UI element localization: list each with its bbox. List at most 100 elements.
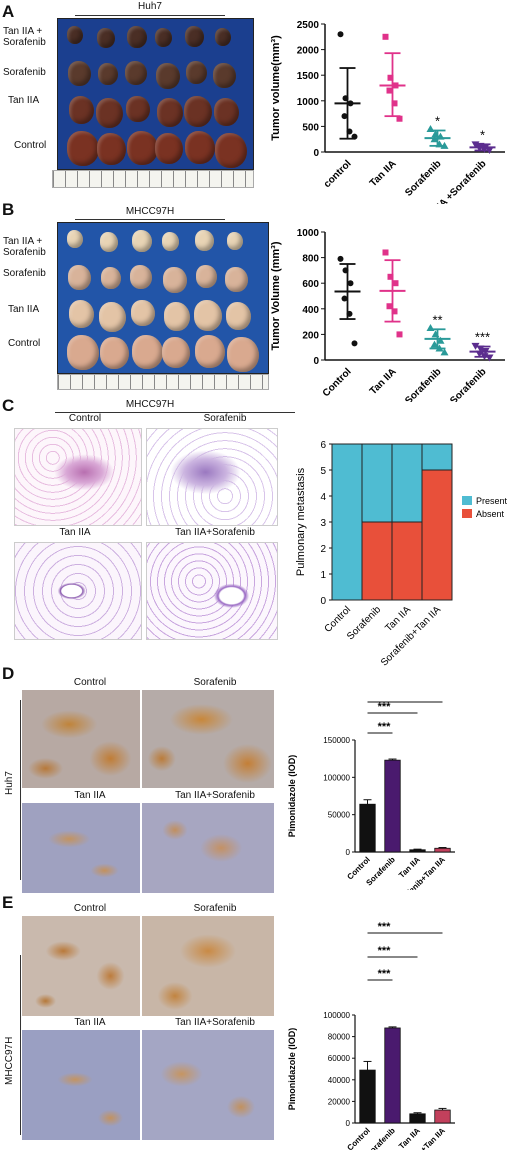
- caption-combo: Tan IIA+Sorafenib: [175, 1017, 255, 1028]
- x-tick-label: Sorafenib: [403, 158, 443, 198]
- legend-swatch: [462, 496, 472, 505]
- x-tick-label: control: [322, 158, 354, 190]
- chart-tumor-volume-huh7: 0 500 1000 1500 2000 2500 Tumor volume(mm³) con…: [270, 20, 505, 204]
- bar-segment-present: [361, 443, 393, 523]
- x-tick-label: Control: [345, 1126, 371, 1150]
- y-tick-label: 0: [313, 356, 319, 367]
- bar: [409, 849, 426, 853]
- y-tick-label: 50000: [328, 811, 351, 820]
- panel-label-b: B: [2, 200, 15, 219]
- data-point: [387, 74, 394, 81]
- side-label-mhcc97h: MHCC97H: [4, 1036, 15, 1085]
- ihc-image-taniia: [22, 803, 140, 893]
- bar-segment-present: [421, 443, 453, 471]
- y-tick-label: 100000: [323, 773, 350, 782]
- side-label-huh7: Huh7: [4, 771, 15, 795]
- tumor-specimen: [162, 337, 190, 368]
- data-point: [436, 132, 445, 140]
- ihc-image-sorafenib: [142, 690, 274, 788]
- tumor-specimen: [154, 133, 183, 164]
- data-point: [471, 342, 480, 350]
- bar: [384, 759, 401, 853]
- panel-label-e: E: [2, 893, 14, 912]
- tumor-specimen: [97, 28, 116, 48]
- tumor-specimen: [67, 131, 99, 167]
- significance-marker: ***: [378, 945, 392, 957]
- tumor-specimen: [99, 232, 118, 252]
- tumor-specimen: [155, 63, 180, 90]
- mhcc97h-bracket-line: [20, 955, 21, 1135]
- significance-marker: *: [480, 127, 485, 142]
- panel-label-a: A: [2, 2, 15, 21]
- chart-pimonidazole-mhcc97h: 0 20000 40000 60000 80000 100000 Pimonidazole …: [287, 921, 455, 1150]
- y-tick-label: 6: [320, 440, 326, 451]
- data-point: [392, 82, 399, 89]
- data-point: [346, 310, 353, 317]
- y-tick-label: 4: [320, 492, 326, 503]
- data-point: [351, 340, 358, 347]
- row-label-combo: Tan IIA + Sorafenib: [3, 236, 46, 258]
- ihc-image-taniia: [22, 1030, 140, 1140]
- bar-segment-absent: [361, 521, 393, 601]
- data-point: [386, 87, 393, 94]
- data-point: [337, 255, 344, 262]
- data-point: [392, 280, 399, 287]
- tumor-specimen: [67, 335, 99, 371]
- tumor-specimen: [67, 26, 83, 44]
- data-point: [485, 354, 494, 362]
- x-tick-label: Tan IIA: [368, 158, 399, 189]
- significance-marker: ***: [378, 968, 392, 980]
- legend-label: Present: [476, 496, 508, 506]
- huh7-bracket-line: [20, 700, 21, 880]
- significance-marker: **: [432, 312, 442, 327]
- y-tick-label: 600: [302, 279, 319, 290]
- tumor-specimen: [183, 96, 212, 127]
- bar: [434, 847, 451, 853]
- y-tick-label: 2000: [297, 46, 320, 57]
- ruler: [57, 374, 269, 390]
- histology-title: MHCC97H: [125, 399, 175, 410]
- significance-marker: *: [435, 113, 440, 128]
- tumor-specimen: [127, 26, 148, 48]
- data-point: [426, 124, 435, 132]
- significance-marker: ***: [378, 921, 392, 933]
- photo-title-line: [75, 15, 225, 16]
- data-point: [346, 128, 353, 135]
- y-tick-label: 200: [302, 330, 319, 341]
- tumor-specimen: [225, 267, 249, 293]
- data-point: [481, 348, 490, 356]
- data-point: [391, 100, 398, 107]
- caption-taniia: Tan IIA: [74, 790, 106, 801]
- y-tick-label: 5: [320, 466, 326, 477]
- y-axis-label: Pulmonary metastasis: [295, 467, 307, 576]
- bar: [359, 803, 376, 853]
- x-tick-label: Sorafenib: [364, 1126, 397, 1150]
- bar: [384, 1027, 401, 1124]
- data-point: [342, 267, 349, 274]
- tumor-specimen: [194, 230, 214, 251]
- data-point: [382, 249, 389, 256]
- panel-label-d: D: [2, 664, 15, 683]
- data-point: [436, 336, 445, 344]
- tumor-specimen: [214, 28, 231, 46]
- ihc-image-combo: [142, 1030, 274, 1140]
- tumor-specimen: [99, 337, 129, 369]
- x-tick-label: Control: [321, 366, 354, 399]
- y-axis-label: Pimonidazole (IOD): [287, 1028, 297, 1111]
- caption-taniia: Tan IIA: [74, 1017, 106, 1028]
- tumor-specimen: [214, 133, 247, 169]
- caption-combo: Tan IIA+Sorafenib: [175, 790, 255, 801]
- tumor-specimen: [100, 267, 121, 289]
- row-label-sorafenib: Sorafenib: [3, 67, 46, 78]
- bar-segment-present: [331, 443, 363, 601]
- data-point: [440, 348, 449, 356]
- data-point: [435, 344, 444, 352]
- caption-sorafenib: Sorafenib: [203, 413, 247, 424]
- histology-image-taniia: [14, 542, 142, 640]
- y-tick-label: 100000: [323, 1011, 350, 1020]
- bar-segment-present: [391, 443, 423, 523]
- tumor-specimen: [67, 230, 83, 248]
- data-point: [342, 95, 349, 102]
- histology-title-line: [55, 412, 295, 413]
